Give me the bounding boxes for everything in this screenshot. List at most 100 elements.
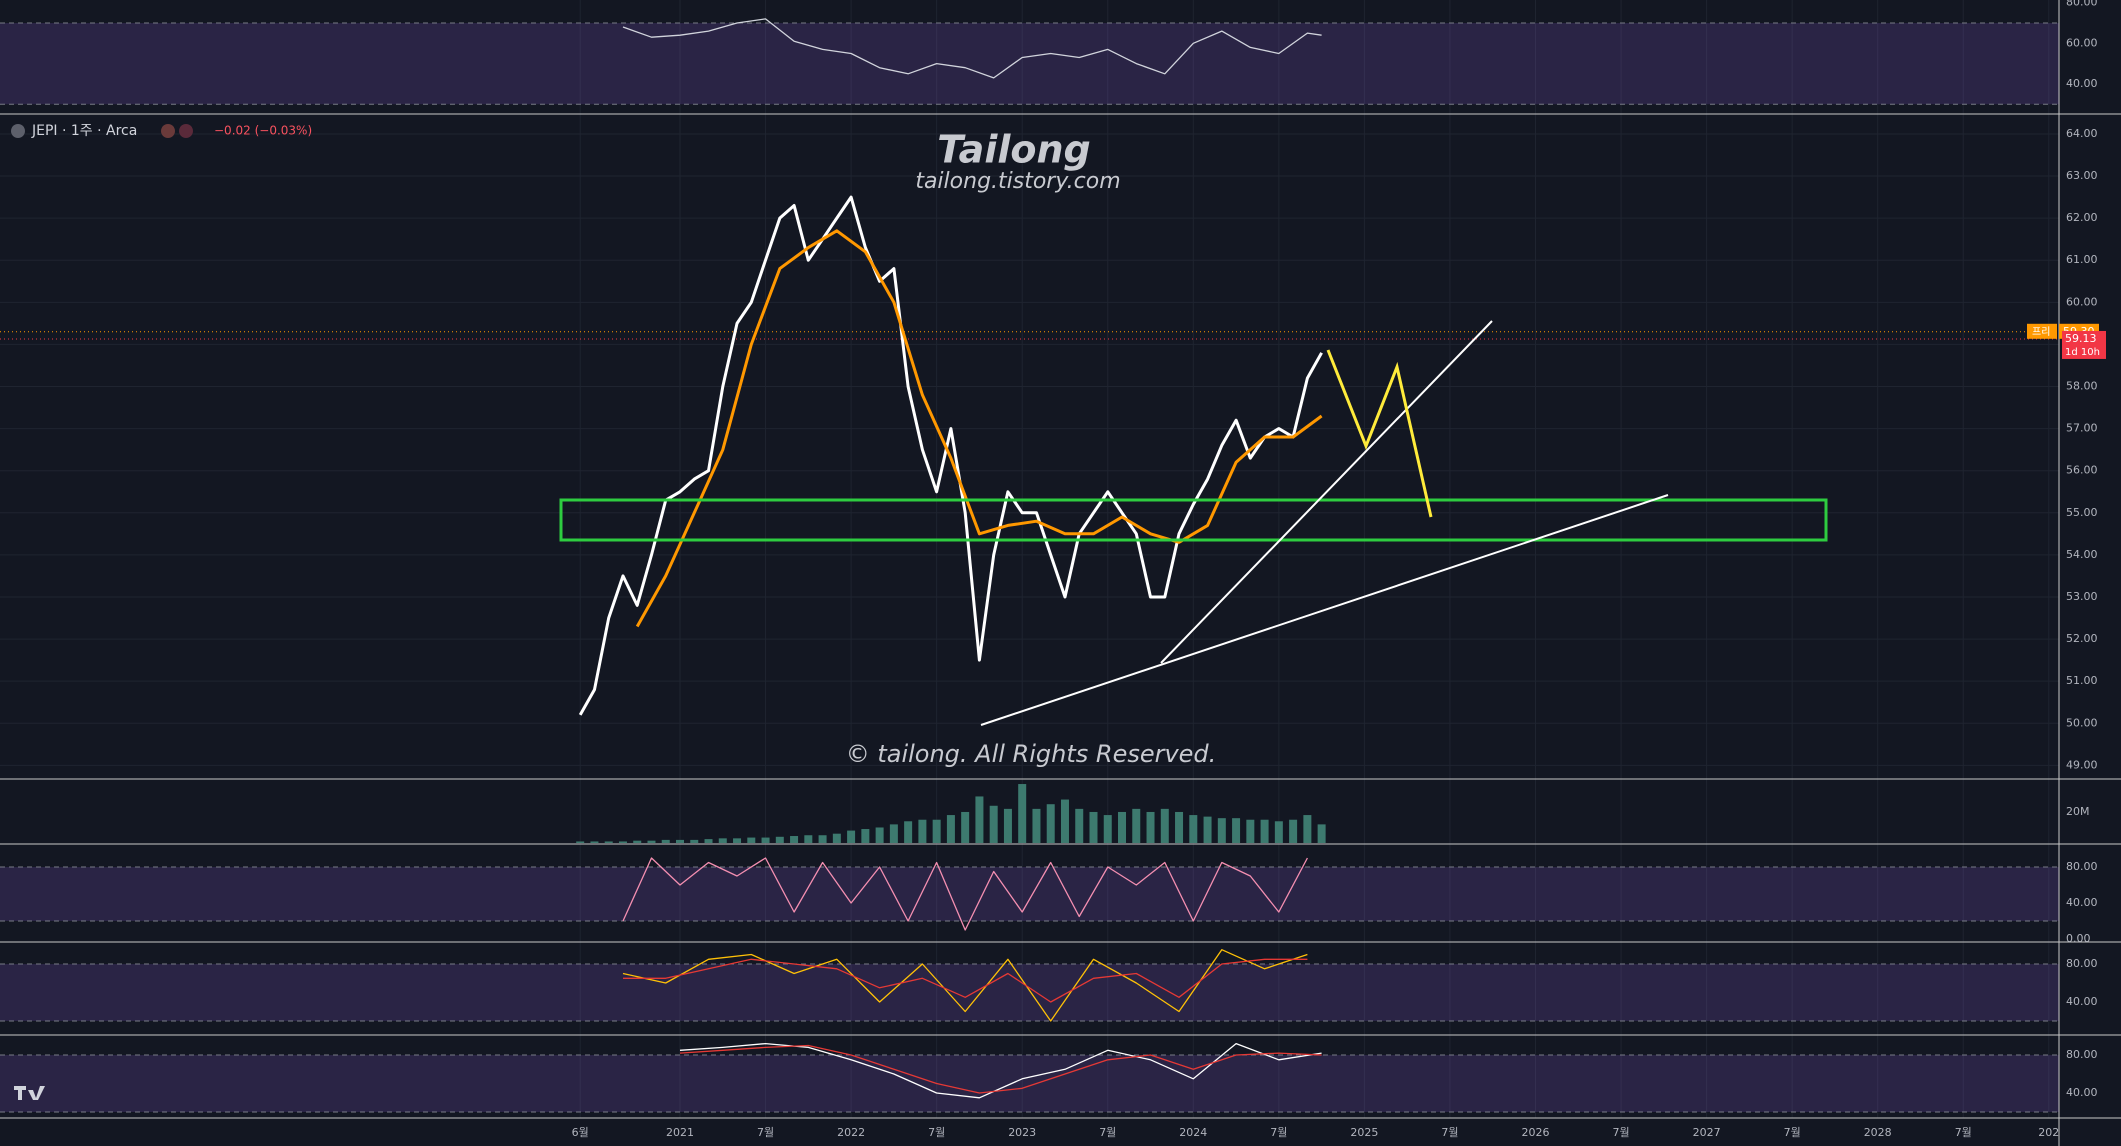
volume-bar — [875, 827, 884, 843]
volume-bar — [1246, 819, 1255, 843]
volume-bar — [1089, 811, 1098, 843]
prev-price-label: 59.13 — [2065, 332, 2097, 345]
volume-bar — [1003, 808, 1012, 843]
volume-bar — [676, 839, 684, 843]
y-tick-label: 40.00 — [2066, 1086, 2098, 1099]
series-line — [622, 949, 1308, 1022]
x-tick-label: 7월 — [1441, 1126, 1458, 1139]
series-line — [679, 1044, 1322, 1094]
volume-bar — [1146, 811, 1155, 843]
logo — [14, 1086, 45, 1100]
x-tick-label: 7월 — [1270, 1126, 1287, 1139]
x-tick-label: 7월 — [928, 1126, 945, 1139]
volume-bar — [1232, 818, 1241, 843]
volume-bar — [576, 841, 585, 843]
volume-bar — [1203, 816, 1212, 843]
y-tick-label: 80.00 — [2066, 1048, 2098, 1061]
symbol-title: JEPI · 1주 · Arca — [31, 123, 137, 139]
y-tick-label: 80.00 — [2066, 957, 2098, 970]
y-tick-label: 62.00 — [2066, 211, 2098, 224]
volume-bar — [946, 815, 955, 843]
y-tick-label: 0.00 — [2066, 932, 2091, 945]
volume-bar — [775, 836, 784, 843]
volume-bar — [918, 819, 927, 843]
volume-bar — [975, 796, 984, 843]
y-tick-label: 56.00 — [2066, 464, 2098, 477]
x-tick-label: 6월 — [572, 1126, 589, 1139]
volume-bar — [1175, 811, 1184, 843]
trend-line — [980, 494, 1669, 726]
volume-bar — [889, 824, 898, 843]
y-tick-label: 60.00 — [2066, 295, 2098, 308]
volume-bar — [1260, 819, 1269, 843]
volume-bar — [647, 840, 656, 843]
y-tick-label: 20M — [2066, 805, 2090, 818]
grid — [0, 0, 2059, 1118]
volume-bar — [733, 838, 742, 843]
band — [0, 866, 2059, 921]
x-tick-label: 2026 — [1522, 1126, 1550, 1139]
volume-bar — [1032, 808, 1041, 843]
x-tick-label: 7월 — [1099, 1126, 1116, 1139]
y-tick-label: 60.00 — [2066, 36, 2098, 49]
series-line — [578, 195, 1323, 716]
volume-bar — [690, 839, 699, 843]
price-change: −0.02 (−0.03%) — [214, 124, 312, 138]
x-tick-label: 2022 — [837, 1126, 865, 1139]
series-line — [622, 857, 1308, 931]
x-tick-label: 2024 — [1179, 1126, 1207, 1139]
volume-bar — [1132, 808, 1141, 843]
volume-bar — [661, 839, 670, 843]
pre-label: 프리 — [2032, 326, 2050, 338]
volume-bar — [1046, 804, 1055, 843]
volume-bar — [989, 805, 998, 843]
volume-bar — [861, 829, 870, 843]
volume-bar — [618, 841, 627, 843]
series-line — [622, 18, 1322, 79]
volume-bar — [804, 835, 813, 843]
volume-bar — [1018, 784, 1027, 843]
y-tick-label: 51.00 — [2066, 674, 2098, 687]
status-icon — [179, 124, 193, 138]
band — [0, 1055, 2059, 1113]
volume-bar — [1189, 815, 1198, 843]
volume-bar — [1160, 808, 1169, 843]
trend-line — [1160, 320, 1493, 664]
projection-line — [1326, 349, 1433, 518]
y-tick-label: 54.00 — [2066, 548, 2098, 561]
volume-bar — [761, 837, 770, 843]
x-tick-label: 7월 — [1784, 1126, 1801, 1139]
volume-bar — [1060, 799, 1069, 843]
x-tick-label: 2025 — [1350, 1126, 1378, 1139]
volume-bar — [1075, 808, 1084, 843]
volume-bar — [847, 830, 856, 843]
x-tick-label: 202 — [2038, 1126, 2059, 1139]
x-tick-label: 7월 — [1612, 1126, 1629, 1139]
y-tick-label: 40.00 — [2066, 77, 2098, 90]
x-tick-label: 2027 — [1693, 1126, 1721, 1139]
x-tick-label: 2021 — [666, 1126, 694, 1139]
support-box — [559, 498, 1828, 542]
volume-bar — [818, 835, 827, 843]
volume-bar — [1103, 815, 1112, 843]
volume-bar — [790, 836, 799, 843]
volume-bar — [1303, 815, 1312, 843]
volume-bar — [1217, 818, 1226, 843]
volume-bar — [1274, 821, 1283, 843]
y-tick-label: 64.00 — [2066, 127, 2098, 140]
watermark-title: Tailong — [937, 128, 1090, 172]
volume-bar — [904, 821, 913, 843]
volume-bar — [1317, 824, 1326, 843]
x-tick-label: 2028 — [1864, 1126, 1892, 1139]
prev-price-tag — [2062, 330, 2106, 359]
volume-bar — [633, 840, 642, 843]
volume-bar — [590, 841, 599, 843]
x-tick-label: 7월 — [1955, 1126, 1972, 1139]
watermark-url: tailong.tistory.com — [915, 169, 1120, 194]
x-tick-label: 2023 — [1008, 1126, 1036, 1139]
volume-bar — [704, 839, 713, 843]
band — [0, 964, 2059, 1022]
